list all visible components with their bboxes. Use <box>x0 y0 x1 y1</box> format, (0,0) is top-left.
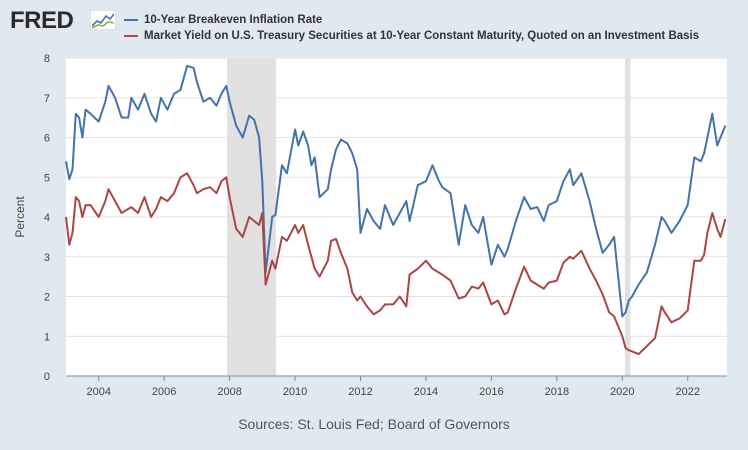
x-tick-label-2012: 2012 <box>348 386 372 398</box>
y-tick-label-0: 0 <box>44 371 50 383</box>
y-tick-label-5: 5 <box>44 172 50 184</box>
y-tick-label-4: 4 <box>44 212 50 224</box>
legend-label-treasury: Market Yield on U.S. Treasury Securities… <box>144 30 700 42</box>
fred-logo[interactable]: FRED <box>10 7 74 34</box>
y-tick-label-6: 6 <box>44 133 50 145</box>
series-layer <box>65 64 727 356</box>
x-tick-label-2014: 2014 <box>414 386 438 398</box>
legend-swatch-treasury <box>124 35 138 37</box>
x-tick-label-2006: 2006 <box>152 386 176 398</box>
y-tick-label-7: 7 <box>44 93 50 105</box>
x-tick-label-2010: 2010 <box>283 386 307 398</box>
fred-logo-graph-icon <box>90 10 116 30</box>
x-tick-label-2004: 2004 <box>86 386 110 398</box>
grid-layer <box>66 57 727 337</box>
y-tick-label-8: 8 <box>44 53 50 65</box>
x-tick-label-2008: 2008 <box>217 386 241 398</box>
series-line-0[interactable] <box>65 64 727 318</box>
legend-swatch-breakeven <box>124 19 138 21</box>
y-tick-label-1: 1 <box>44 331 50 343</box>
legend: 10-Year Breakeven Inflation Rate Market … <box>124 12 699 44</box>
series-line-1[interactable] <box>65 172 727 356</box>
x-tick-label-2022: 2022 <box>675 386 699 398</box>
x-tick-label-2020: 2020 <box>610 386 634 398</box>
x-tick-label-2018: 2018 <box>545 386 569 398</box>
axis-layer: 0 1 2 3 4 5 6 7 8 2004 2006 2008 2010 2012 2014 2016 201… <box>44 53 727 398</box>
x-tick-label-2016: 2016 <box>479 386 503 398</box>
y-tick-label-3: 3 <box>44 252 50 264</box>
legend-label-breakeven: 10-Year Breakeven Inflation Rate <box>144 14 323 26</box>
y-tick-label-2: 2 <box>44 292 50 304</box>
source-note: Sources: St. Louis Fed; Board of Governo… <box>238 416 510 432</box>
y-axis-label: Percent <box>13 196 27 238</box>
legend-item-treasury[interactable]: Market Yield on U.S. Treasury Securities… <box>124 28 699 44</box>
legend-item-breakeven[interactable]: 10-Year Breakeven Inflation Rate <box>124 12 699 28</box>
